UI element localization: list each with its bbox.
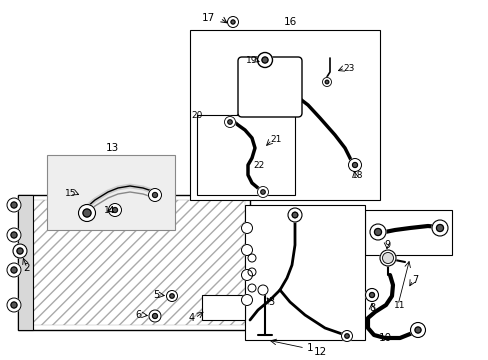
Bar [18,195,249,330]
Circle shape [152,193,157,198]
Circle shape [292,212,297,218]
Circle shape [374,229,381,235]
Text: 1: 1 [306,343,313,353]
Circle shape [257,53,272,68]
Circle shape [257,186,268,198]
Circle shape [241,294,252,306]
Text: 20: 20 [191,111,202,120]
Circle shape [369,292,374,297]
Bar [190,30,379,200]
Circle shape [247,254,256,262]
Circle shape [11,302,17,308]
Circle shape [108,203,121,216]
Circle shape [11,202,17,208]
Text: 4: 4 [188,313,195,323]
Circle shape [344,334,348,338]
Circle shape [365,288,378,302]
Circle shape [369,224,385,240]
Bar [202,295,244,320]
Circle shape [262,57,267,63]
Circle shape [379,250,395,266]
Text: 2: 2 [23,263,30,273]
Circle shape [152,314,157,319]
Circle shape [325,80,328,84]
Text: 11: 11 [393,301,405,310]
Circle shape [224,117,235,127]
Circle shape [83,209,91,217]
Bar [47,155,175,230]
Circle shape [148,189,161,202]
Text: 17: 17 [201,13,214,23]
Bar [18,195,33,330]
Circle shape [11,267,17,273]
Circle shape [431,220,447,236]
Bar [244,205,364,340]
Circle shape [436,225,443,231]
Text: 16: 16 [283,17,296,27]
Text: 3: 3 [267,297,273,307]
Circle shape [227,120,232,124]
Circle shape [258,285,267,295]
Circle shape [7,198,21,212]
Text: 6: 6 [135,310,141,320]
Circle shape [382,252,393,264]
Circle shape [11,232,17,238]
Circle shape [7,263,21,277]
Text: 5: 5 [153,290,159,300]
Text: 10: 10 [378,333,391,343]
Text: 7: 7 [411,275,417,285]
Circle shape [409,323,425,338]
Text: 12: 12 [313,347,326,357]
Circle shape [352,162,357,167]
Circle shape [7,228,21,242]
Circle shape [13,244,27,258]
Circle shape [149,310,161,322]
Text: 8: 8 [368,303,374,313]
Circle shape [241,270,252,280]
Circle shape [112,207,117,212]
Circle shape [322,77,331,86]
Bar [23,200,244,325]
Text: 18: 18 [351,171,363,180]
Text: 13: 13 [105,143,119,153]
Circle shape [230,20,235,24]
Circle shape [166,291,177,302]
Text: 14: 14 [104,206,116,215]
Circle shape [227,17,238,27]
Text: 23: 23 [343,63,354,72]
Circle shape [260,190,264,194]
Circle shape [79,204,95,221]
Circle shape [247,284,256,292]
Circle shape [241,222,252,234]
Circle shape [247,268,256,276]
Bar [197,115,294,195]
Circle shape [17,248,23,254]
Circle shape [241,244,252,256]
Circle shape [341,330,352,342]
Circle shape [287,208,302,222]
Text: 9: 9 [383,240,389,250]
Text: 21: 21 [270,135,281,144]
Bar [364,210,451,255]
Text: 19: 19 [246,55,257,64]
Text: 22: 22 [253,161,264,170]
Circle shape [414,327,420,333]
Text: 15: 15 [65,189,77,198]
Circle shape [7,298,21,312]
FancyBboxPatch shape [238,57,302,117]
Circle shape [348,158,361,171]
Circle shape [169,294,174,298]
